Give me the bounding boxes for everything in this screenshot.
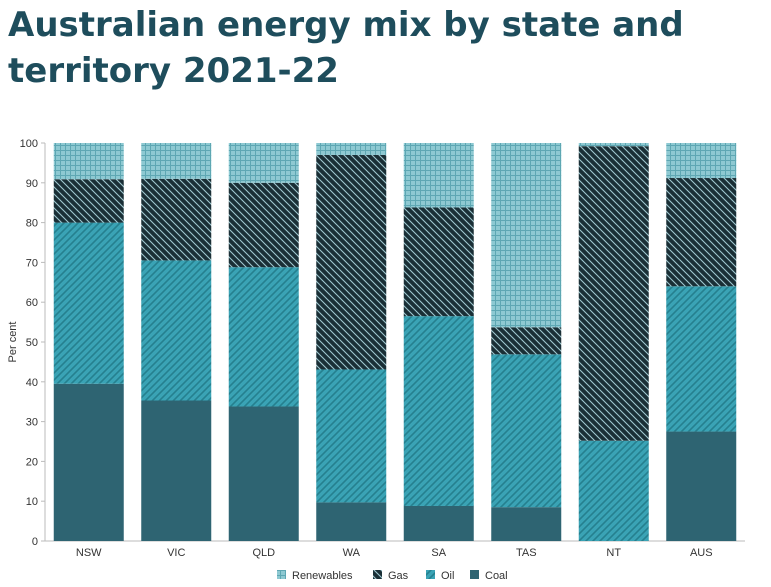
x-tick-label: AUS bbox=[690, 547, 713, 559]
y-tick-label: 10 bbox=[26, 496, 38, 508]
legend-label-coal: Coal bbox=[485, 570, 508, 582]
bar-nt-renewables bbox=[578, 143, 649, 147]
legend-swatch-coal bbox=[470, 570, 479, 579]
bar-aus-oil bbox=[666, 286, 737, 432]
bar-aus-gas bbox=[666, 178, 737, 287]
y-tick-label: 70 bbox=[26, 257, 38, 269]
bar-qld-gas bbox=[228, 182, 299, 268]
bar-wa-oil bbox=[316, 369, 387, 503]
bar-aus-renewables bbox=[666, 143, 737, 179]
legend-label-renewables: Renewables bbox=[292, 570, 353, 582]
bar-wa-renewables bbox=[316, 143, 387, 155]
chart-title: Australian energy mix by state and terri… bbox=[8, 5, 684, 91]
y-tick-label: 60 bbox=[26, 297, 38, 309]
x-tick-label: TAS bbox=[516, 547, 537, 559]
bar-nt-oil bbox=[578, 440, 649, 541]
y-tick-label: 80 bbox=[26, 218, 38, 230]
bar-nt-gas bbox=[578, 146, 649, 441]
bar-sa-renewables bbox=[403, 143, 474, 208]
bar-nsw-gas bbox=[53, 179, 124, 223]
bar-qld-oil bbox=[228, 267, 299, 407]
x-tick-label: VIC bbox=[167, 547, 185, 559]
legend: Renewables Gas Oil Coal bbox=[277, 570, 508, 582]
bar-tas-oil bbox=[491, 354, 562, 508]
x-tick-label: NT bbox=[606, 547, 621, 559]
y-axis-title: Per cent bbox=[7, 322, 19, 363]
legend-label-gas: Gas bbox=[388, 570, 409, 582]
x-tick-label: WA bbox=[343, 547, 361, 559]
bar-sa-coal bbox=[403, 505, 474, 541]
bar-tas-gas bbox=[491, 327, 562, 355]
y-tick-label: 30 bbox=[26, 417, 38, 429]
bar-aus-coal bbox=[666, 431, 737, 541]
bar-wa-gas bbox=[316, 154, 387, 370]
bar-vic-coal bbox=[141, 400, 212, 541]
y-tick-label: 50 bbox=[26, 337, 38, 349]
y-tick-label: 100 bbox=[20, 138, 38, 150]
bar-nsw-oil bbox=[53, 222, 124, 384]
bar-wa-coal bbox=[316, 502, 387, 541]
x-tick-label: NSW bbox=[76, 547, 102, 559]
bar-sa-gas bbox=[403, 207, 474, 317]
bar-qld-coal bbox=[228, 406, 299, 541]
bar-nsw-coal bbox=[53, 383, 124, 541]
bars bbox=[53, 143, 737, 541]
x-axis-ticks: NSW VIC QLD WA SA TAS NT AUS bbox=[76, 547, 713, 559]
y-tick-label: 90 bbox=[26, 178, 38, 190]
y-tick-label: 40 bbox=[26, 377, 38, 389]
bar-tas-coal bbox=[491, 507, 562, 541]
x-tick-label: SA bbox=[431, 547, 446, 559]
bar-qld-renewables bbox=[228, 143, 299, 183]
legend-label-oil: Oil bbox=[441, 570, 454, 582]
bar-nsw-renewables bbox=[53, 143, 124, 180]
bar-vic-renewables bbox=[141, 143, 212, 179]
legend-swatch-renewables bbox=[277, 570, 286, 579]
bar-sa-oil bbox=[403, 316, 474, 506]
bar-tas-renewables bbox=[491, 143, 562, 328]
y-tick-label: 0 bbox=[32, 536, 38, 548]
legend-swatch-gas bbox=[373, 570, 382, 579]
legend-swatch-oil bbox=[426, 570, 435, 579]
bar-vic-gas bbox=[141, 178, 212, 261]
bar-vic-oil bbox=[141, 260, 212, 401]
y-tick-label: 20 bbox=[26, 456, 38, 468]
x-tick-label: QLD bbox=[252, 547, 275, 559]
y-axis-ticks: 0 10 20 30 40 50 60 70 80 90 100 bbox=[20, 138, 45, 548]
